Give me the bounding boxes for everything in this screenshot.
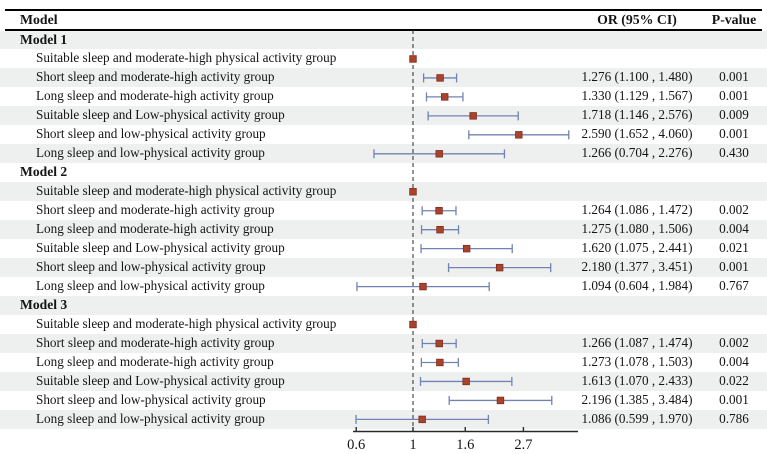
p-value: 0.786 bbox=[719, 410, 749, 426]
p-value: 0.001 bbox=[719, 88, 749, 104]
section-label: Model 1 bbox=[20, 31, 68, 47]
or-ci-value: 1.094 (0.604 , 1.984) bbox=[581, 278, 693, 294]
table-row: Short sleep and moderate-high activity g… bbox=[0, 334, 767, 353]
table-row: Long sleep and moderate-high activity gr… bbox=[0, 87, 767, 106]
p-value: 0.004 bbox=[719, 221, 749, 237]
row-label: Short sleep and low-physical activity gr… bbox=[36, 391, 266, 407]
row-label: Short sleep and low-physical activity gr… bbox=[36, 259, 266, 275]
row-label: Long sleep and low-physical activity gro… bbox=[36, 410, 265, 426]
row-label: Long sleep and moderate-high activity gr… bbox=[36, 88, 274, 104]
table-row: Long sleep and low-physical activity gro… bbox=[0, 277, 767, 296]
table-row: Short sleep and low-physical activity gr… bbox=[0, 125, 767, 144]
p-value: 0.002 bbox=[719, 202, 749, 218]
or-ci-value: 1.620 (1.075 , 2.441) bbox=[581, 240, 693, 256]
table-header: Model OR (95% CI) P-value bbox=[0, 10, 767, 29]
or-ci-value: 2.196 (1.385 , 3.484) bbox=[581, 391, 693, 407]
or-ci-value: 2.180 (1.377 , 3.451) bbox=[581, 259, 693, 275]
rows: Model 1 Suitable sleep and moderate-high … bbox=[0, 30, 767, 429]
or-ci-value: 1.273 (1.078 , 1.503) bbox=[581, 353, 693, 369]
or-ci-value: 1.613 (1.070 , 2.433) bbox=[581, 372, 693, 388]
p-value: 0.004 bbox=[719, 353, 749, 369]
or-ci-value: 1.275 (1.080 , 1.506) bbox=[581, 221, 693, 237]
table-row: Long sleep and moderate-high activity gr… bbox=[0, 353, 767, 372]
section-label: Model 3 bbox=[20, 297, 68, 313]
p-value: 0.767 bbox=[719, 278, 749, 294]
table-row: Short sleep and low-physical activity gr… bbox=[0, 391, 767, 410]
row-label: Long sleep and moderate-high activity gr… bbox=[36, 353, 274, 369]
or-ci-value: 2.590 (1.652 , 4.060) bbox=[581, 126, 693, 142]
row-label: Short sleep and moderate-high activity g… bbox=[36, 69, 275, 85]
section-label: Model 2 bbox=[20, 164, 68, 180]
row-label: Short sleep and low-physical activity gr… bbox=[36, 126, 266, 142]
row-label: Long sleep and low-physical activity gro… bbox=[36, 278, 265, 294]
header-divider-rule bbox=[5, 29, 762, 31]
section-row: Model 1 bbox=[0, 30, 767, 50]
row-label: Suitable sleep and Low-physical activity… bbox=[36, 107, 285, 123]
p-value: 0.001 bbox=[719, 391, 749, 407]
row-label: Long sleep and moderate-high activity gr… bbox=[36, 221, 274, 237]
p-value: 0.001 bbox=[719, 259, 749, 275]
table-row: Short sleep and moderate-high activity g… bbox=[0, 68, 767, 88]
top-rule bbox=[5, 9, 762, 11]
table-row: Long sleep and low-physical activity gro… bbox=[0, 409, 767, 429]
table-row: Suitable sleep and Low-physical activity… bbox=[0, 106, 767, 126]
row-label: Suitable sleep and moderate-high physica… bbox=[36, 50, 337, 66]
p-value: 0.002 bbox=[719, 335, 749, 350]
row-label: Long sleep and low-physical activity gro… bbox=[36, 145, 265, 161]
table-row: Long sleep and low-physical activity gro… bbox=[0, 144, 767, 164]
axis-tick-label: 0.6 bbox=[347, 437, 365, 453]
or-ci-value: 1.330 (1.129 , 1.567) bbox=[581, 88, 693, 104]
or-ci-value: 1.266 (0.704 , 2.276) bbox=[581, 145, 693, 161]
row-label: Suitable sleep and moderate-high physica… bbox=[36, 183, 337, 199]
table-row: Suitable sleep and Low-physical activity… bbox=[0, 239, 767, 258]
axis-tick-label: 2.7 bbox=[514, 437, 532, 453]
table-row: Suitable sleep and Low-physical activity… bbox=[0, 371, 767, 391]
header-p-value: P-value bbox=[711, 12, 757, 27]
row-label: Suitable sleep and Low-physical activity… bbox=[36, 372, 285, 388]
header-model: Model bbox=[20, 12, 58, 27]
p-value: 0.430 bbox=[719, 145, 749, 161]
table-row: Suitable sleep and moderate-high physica… bbox=[0, 49, 767, 68]
row-label: Short sleep and moderate-high activity g… bbox=[36, 202, 275, 218]
section-row: Model 3 bbox=[0, 296, 767, 316]
p-value: 0.001 bbox=[719, 126, 749, 142]
header-or-ci: OR (95% CI) bbox=[597, 12, 677, 27]
table-row: Suitable sleep and moderate-high physica… bbox=[0, 315, 767, 334]
p-value: 0.009 bbox=[719, 107, 749, 123]
row-label: Suitable sleep and Low-physical activity… bbox=[36, 240, 285, 256]
row-label: Short sleep and moderate-high activity g… bbox=[36, 335, 275, 350]
table-row: Suitable sleep and moderate-high physica… bbox=[0, 182, 767, 202]
or-ci-value: 1.276 (1.100 , 1.480) bbox=[581, 69, 693, 85]
axis-tick-label: 1 bbox=[409, 437, 416, 453]
p-value: 0.022 bbox=[719, 372, 749, 388]
p-value: 0.001 bbox=[719, 69, 749, 85]
table-row: Short sleep and moderate-high activity g… bbox=[0, 201, 767, 220]
or-ci-value: 1.264 (1.086 , 1.472) bbox=[581, 202, 693, 218]
row-label: Suitable sleep and moderate-high physica… bbox=[36, 316, 337, 332]
table-row: Short sleep and low-physical activity gr… bbox=[0, 258, 767, 278]
p-value: 0.021 bbox=[719, 240, 749, 256]
or-ci-value: 1.266 (1.087 , 1.474) bbox=[581, 335, 693, 350]
section-row: Model 2 bbox=[0, 163, 767, 182]
or-ci-value: 1.718 (1.146 , 2.576) bbox=[581, 107, 693, 123]
or-ci-value: 1.086 (0.599 , 1.970) bbox=[581, 410, 693, 426]
table-row: Long sleep and moderate-high activity gr… bbox=[0, 220, 767, 240]
axis-tick-label: 1.6 bbox=[456, 437, 474, 453]
